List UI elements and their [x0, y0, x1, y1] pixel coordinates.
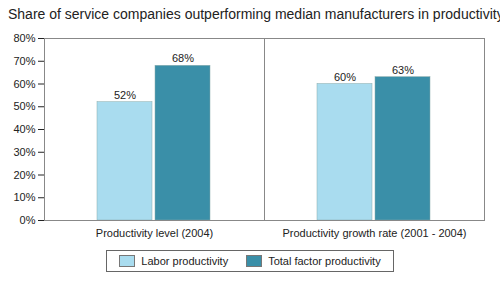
- svg-text:63%: 63%: [392, 64, 414, 76]
- svg-text:Productivity growth rate (2001: Productivity growth rate (2001 - 2004): [282, 227, 466, 239]
- svg-text:30%: 30%: [13, 146, 35, 158]
- html-text:Labor productivity: Labor productivity: [141, 255, 229, 267]
- svg-text:68%: 68%: [172, 52, 194, 64]
- svg-text:20%: 20%: [13, 169, 35, 181]
- svg-text:0%: 0%: [20, 214, 36, 226]
- svg-text:50%: 50%: [13, 100, 35, 112]
- svg-text:60%: 60%: [13, 78, 35, 90]
- svg-text:52%: 52%: [114, 89, 136, 101]
- svg-text:40%: 40%: [13, 123, 35, 135]
- svg-text:70%: 70%: [13, 55, 35, 67]
- svg-text:Productivity level (2004): Productivity level (2004): [96, 227, 213, 239]
- svg-text:10%: 10%: [13, 191, 35, 203]
- svg-text:80%: 80%: [13, 32, 35, 44]
- html-text:Total factor productivity: Total factor productivity: [268, 255, 381, 267]
- svg-text:60%: 60%: [334, 71, 356, 83]
